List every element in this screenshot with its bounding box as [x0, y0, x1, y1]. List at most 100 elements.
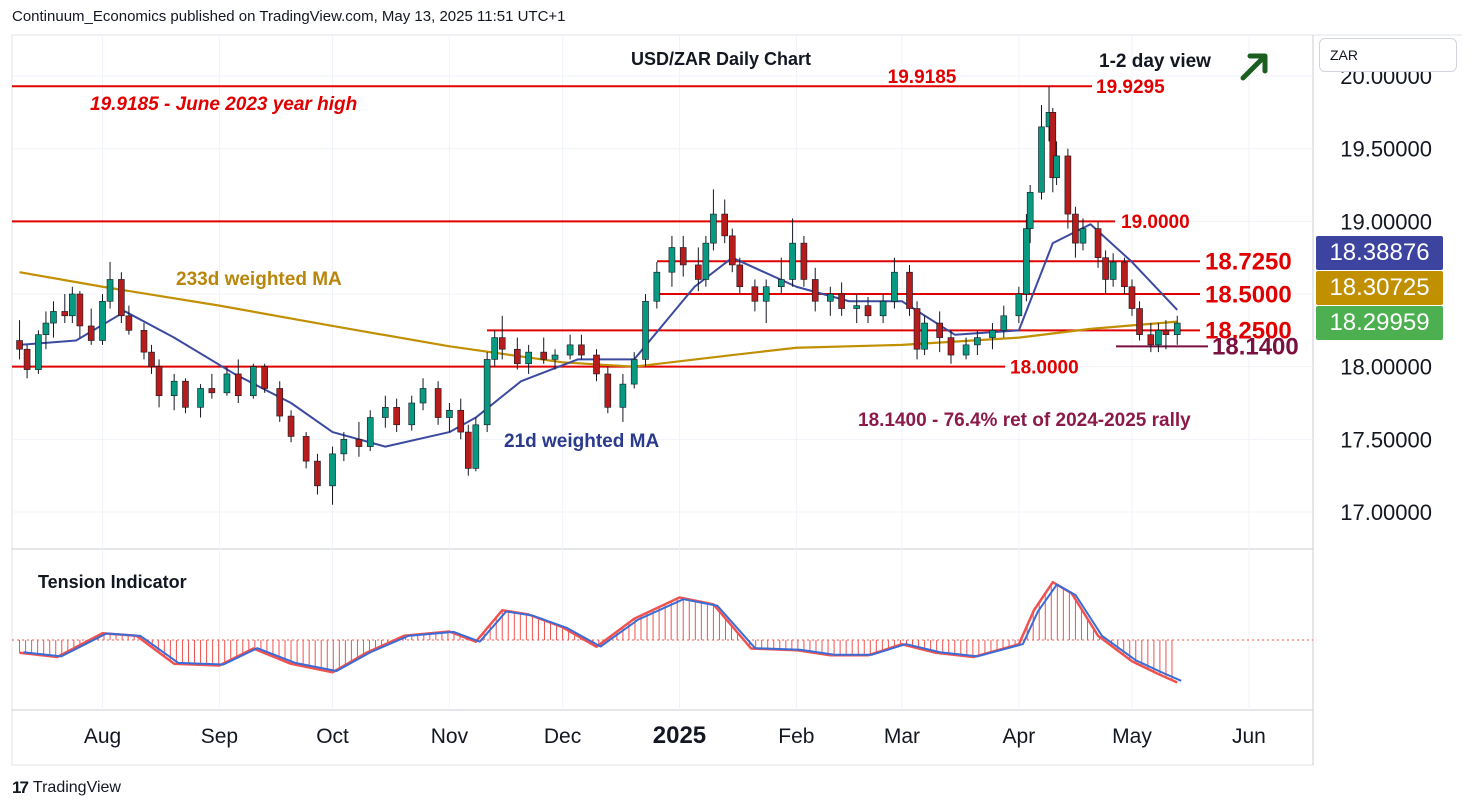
candle-body — [811, 279, 819, 302]
candle-body — [366, 417, 374, 447]
candle-body — [1109, 261, 1117, 280]
candle-body — [1147, 334, 1155, 346]
candle-body — [148, 351, 155, 367]
y-tick-label: 17.00000 — [1340, 500, 1432, 525]
x-tick-label: Apr — [1003, 725, 1036, 748]
candle-body — [989, 330, 996, 338]
candle-body — [498, 337, 506, 350]
candle-body — [962, 344, 970, 356]
candle-body — [777, 279, 785, 288]
candle-body — [197, 388, 204, 408]
candle-body — [382, 407, 389, 418]
level-label: 18.7250 — [1205, 249, 1292, 276]
candle-body — [891, 271, 898, 302]
tension-indicator — [12, 580, 1313, 684]
candle-body — [1015, 293, 1023, 317]
annotation-retracement: 18.1400 - 76.4% ret of 2024-2025 rally — [858, 410, 1191, 431]
candle-body — [314, 460, 321, 487]
candle-body — [61, 311, 69, 317]
candle-body — [35, 334, 42, 370]
candle-body — [106, 279, 114, 302]
brand-label: TradingView — [32, 779, 121, 796]
level-label: 18.1400 — [1212, 334, 1299, 361]
y-tick-label: 18.00000 — [1340, 355, 1432, 380]
candle-body — [1094, 228, 1102, 258]
candle-body — [679, 247, 687, 266]
candle-body — [329, 453, 336, 487]
candle-body — [393, 407, 400, 426]
level-label: 19.0000 — [1121, 212, 1190, 233]
candle-body — [234, 373, 242, 397]
candle-body — [578, 344, 585, 356]
arrow-up-right-icon — [1240, 53, 1268, 81]
candle-body — [853, 305, 861, 309]
candle-body — [721, 213, 729, 237]
candle-body — [1026, 191, 1034, 229]
annotation-233d-ma: 233d weighted MA — [176, 269, 342, 290]
candle-body — [434, 388, 442, 418]
candle-body — [525, 351, 532, 365]
x-tick-label: Dec — [544, 725, 581, 748]
candle-body — [1136, 308, 1143, 335]
tension-title: Tension Indicator — [38, 572, 187, 592]
candle-body — [551, 354, 559, 360]
candle-body — [208, 388, 216, 394]
candle-body — [630, 359, 638, 385]
currency-selector[interactable]: ZAR — [1319, 38, 1457, 72]
candle-body — [1038, 126, 1045, 193]
x-tick-label: May — [1112, 725, 1152, 748]
price-tag-ma233: 18.30725 — [1316, 271, 1443, 305]
candle-body — [419, 388, 427, 404]
candle-body — [446, 409, 453, 418]
candle-body — [287, 415, 295, 437]
price-tag-last: 18.29959 — [1316, 306, 1443, 340]
publisher-line: Continuum_Economics published on Trading… — [12, 8, 566, 25]
candle-body — [118, 279, 125, 317]
candle-body — [16, 340, 23, 350]
candle-body — [140, 330, 148, 353]
chart-title: USD/ZAR Daily Chart — [631, 49, 811, 69]
candle-body — [1049, 112, 1057, 179]
candle-body — [491, 337, 498, 360]
candle-body — [827, 293, 834, 302]
candle-body — [702, 242, 710, 280]
candle-body — [710, 213, 717, 244]
x-tick-label: Mar — [884, 725, 920, 748]
candle-body — [566, 344, 574, 356]
tradingview-logo[interactable]: 17 TradingView — [12, 778, 121, 798]
candle-body — [736, 264, 744, 288]
x-tick-label: Sep — [201, 725, 238, 748]
candle-body — [936, 322, 943, 338]
candle-body — [340, 439, 348, 455]
annotation-21d-ma: 21d weighted MA — [504, 431, 659, 452]
price-tag-ma21: 18.38876 — [1316, 236, 1443, 270]
candle-body — [223, 373, 231, 394]
candle-body — [1023, 228, 1030, 295]
candle-body — [762, 286, 770, 302]
view-label: 1-2 day view — [1099, 51, 1211, 72]
candle-body — [302, 436, 310, 462]
candle-body — [250, 366, 257, 397]
candle-body — [1000, 315, 1008, 331]
candle-body — [789, 242, 796, 280]
candle-body — [99, 300, 106, 341]
candle-body — [947, 337, 955, 356]
candle-body — [1102, 257, 1109, 280]
candle-body — [50, 311, 57, 324]
x-tick-label: 2025 — [653, 722, 706, 749]
candle-body — [695, 264, 702, 280]
y-axis-ticks: 20.0000019.5000019.0000018.0000017.50000… — [1340, 64, 1432, 525]
candle-body — [751, 286, 759, 302]
y-tick-label: 19.00000 — [1340, 209, 1432, 234]
candle-body — [23, 348, 31, 370]
candle-body — [355, 439, 363, 447]
grid — [11, 34, 1462, 766]
candle-body — [472, 424, 480, 469]
candle-body — [125, 315, 133, 331]
candle-body — [668, 247, 676, 273]
candle-body — [864, 305, 872, 317]
candle-body — [457, 409, 465, 433]
candle-body — [974, 337, 981, 346]
tension-signal-line — [19, 580, 1178, 684]
